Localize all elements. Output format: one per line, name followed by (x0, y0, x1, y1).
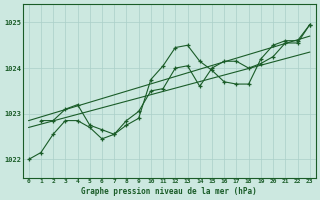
X-axis label: Graphe pression niveau de la mer (hPa): Graphe pression niveau de la mer (hPa) (81, 187, 257, 196)
